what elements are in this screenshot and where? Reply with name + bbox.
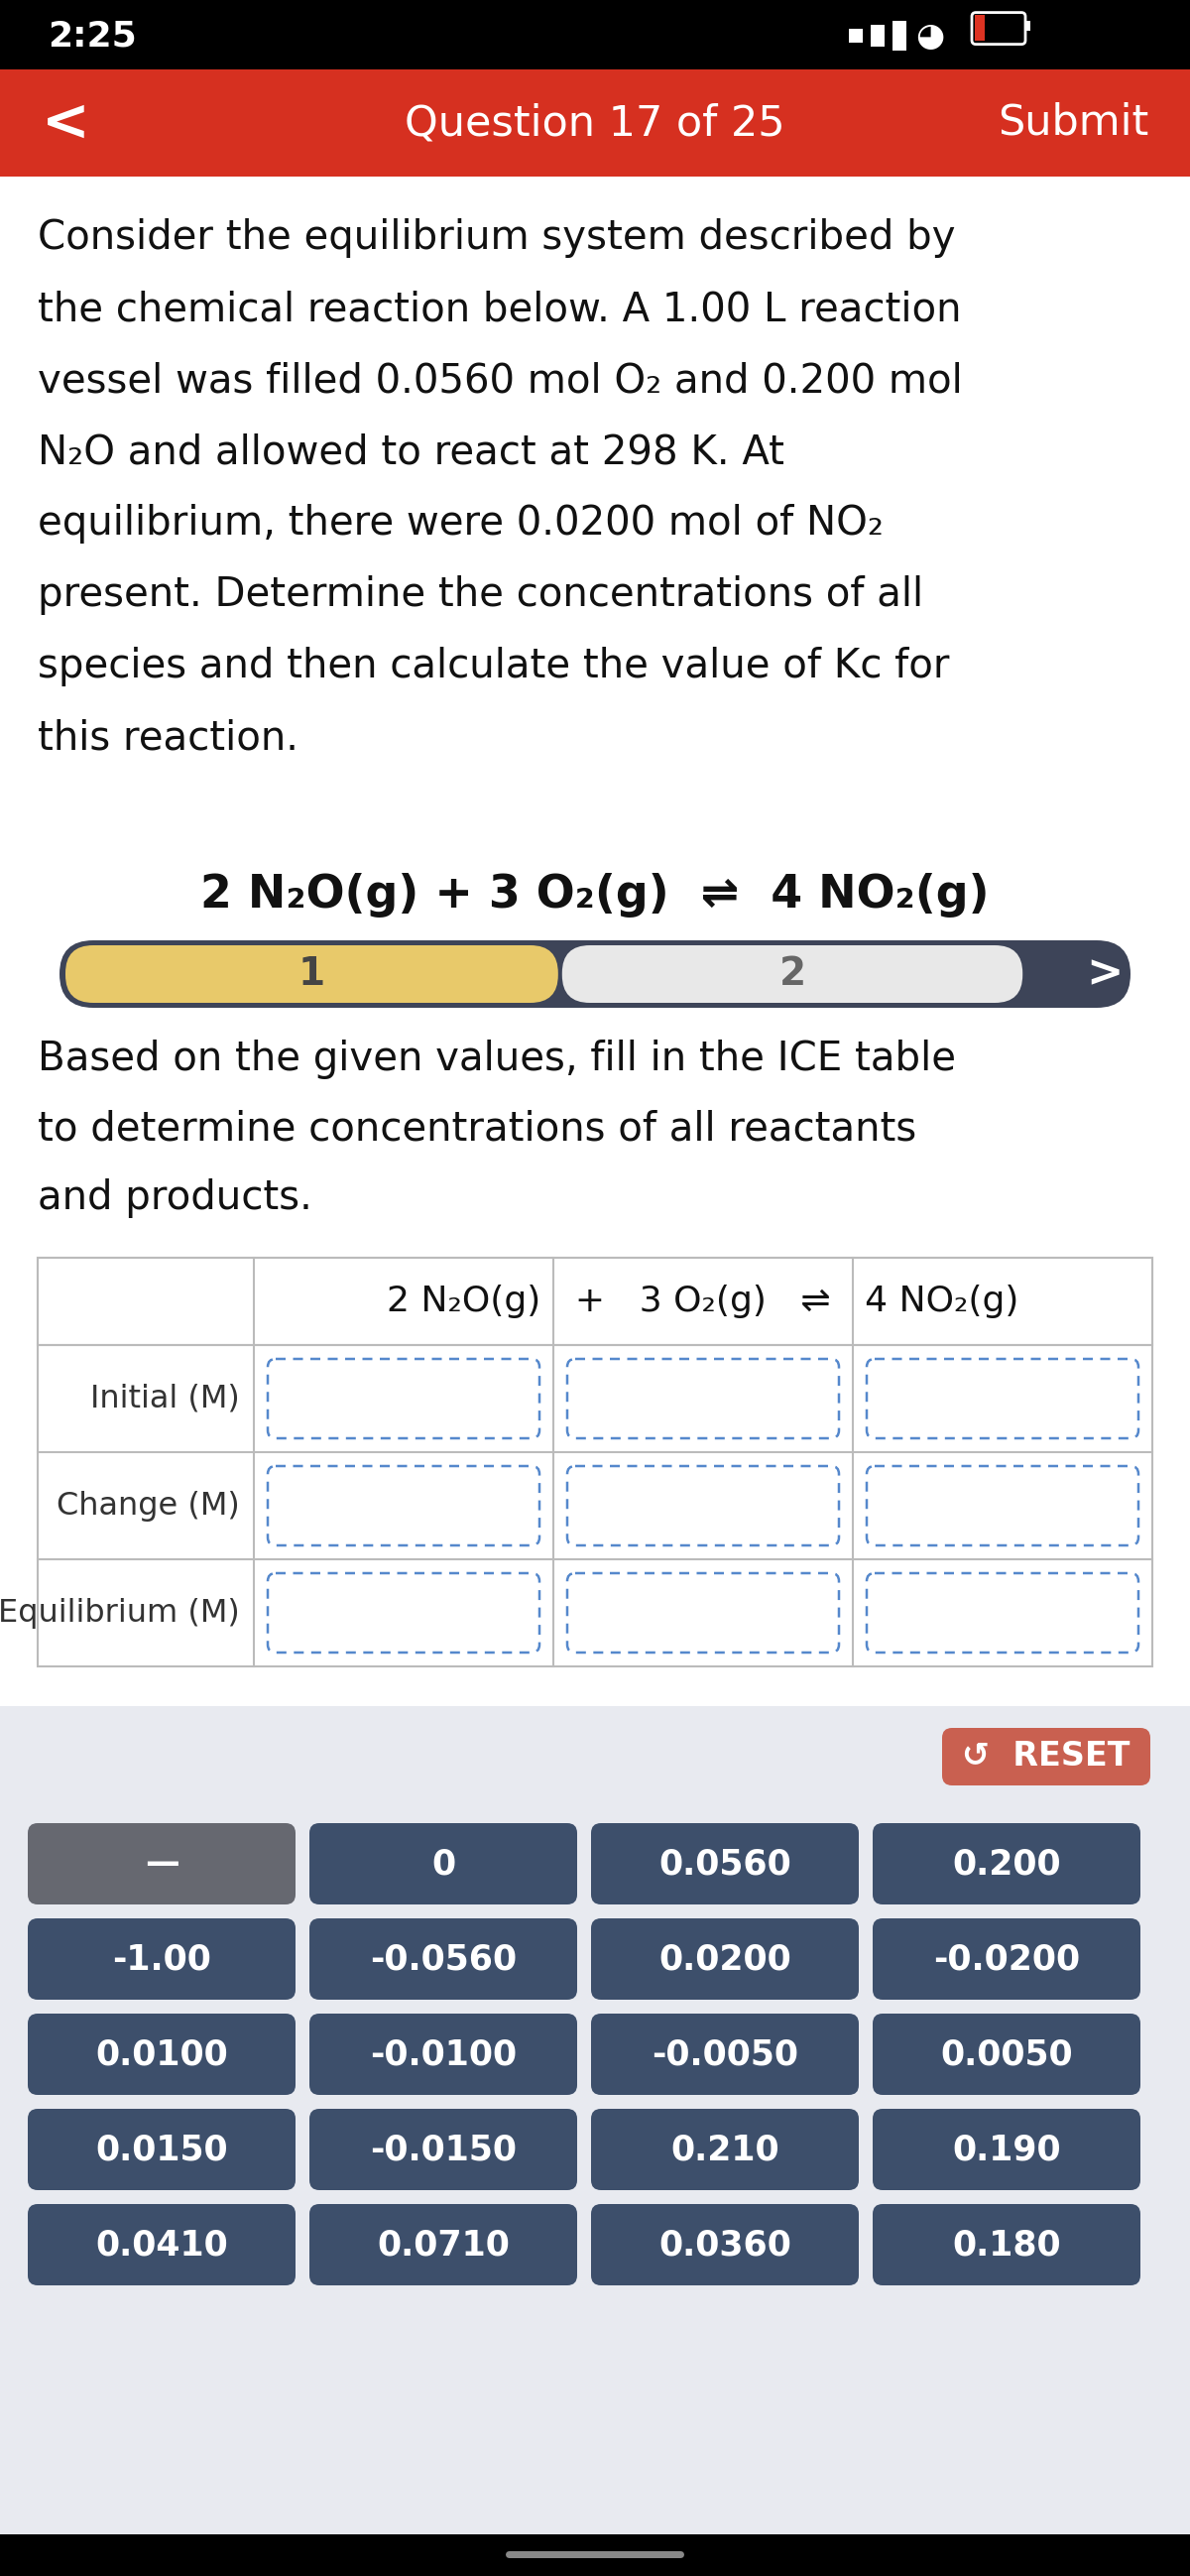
- Text: this reaction.: this reaction.: [38, 719, 299, 757]
- Bar: [1026, 21, 1031, 31]
- FancyBboxPatch shape: [27, 1824, 295, 1904]
- FancyBboxPatch shape: [591, 1824, 859, 1904]
- FancyBboxPatch shape: [309, 2205, 577, 2285]
- Text: vessel was filled 0.0560 mol O₂ and 0.200 mol: vessel was filled 0.0560 mol O₂ and 0.20…: [38, 361, 963, 402]
- Text: ↺  RESET: ↺ RESET: [963, 1741, 1130, 1772]
- Text: 2:25: 2:25: [48, 18, 137, 54]
- FancyBboxPatch shape: [591, 1919, 859, 1999]
- Text: Consider the equilibrium system described by: Consider the equilibrium system describe…: [38, 219, 956, 258]
- Text: 1: 1: [299, 956, 325, 992]
- FancyBboxPatch shape: [866, 1466, 1139, 1546]
- Bar: [0, 0, 1190, 70]
- FancyBboxPatch shape: [309, 1824, 577, 1904]
- FancyBboxPatch shape: [591, 2205, 859, 2285]
- Text: 0.0710: 0.0710: [377, 2228, 509, 2262]
- FancyBboxPatch shape: [506, 2550, 684, 2558]
- Text: 0.0560: 0.0560: [658, 1847, 791, 1880]
- FancyBboxPatch shape: [872, 1824, 1140, 1904]
- Bar: [38, 1257, 1152, 1667]
- FancyBboxPatch shape: [591, 2014, 859, 2094]
- Bar: [892, 21, 907, 52]
- FancyBboxPatch shape: [591, 2110, 859, 2190]
- FancyBboxPatch shape: [27, 1919, 295, 1999]
- Text: -0.0100: -0.0100: [370, 2038, 516, 2071]
- FancyBboxPatch shape: [309, 2110, 577, 2190]
- Bar: [0, 70, 1190, 178]
- FancyBboxPatch shape: [27, 2110, 295, 2190]
- FancyBboxPatch shape: [866, 1360, 1139, 1437]
- Bar: [0, 2535, 1190, 2576]
- FancyBboxPatch shape: [942, 1728, 1151, 1785]
- Text: -0.0050: -0.0050: [652, 2038, 798, 2071]
- FancyBboxPatch shape: [872, 2110, 1140, 2190]
- FancyBboxPatch shape: [65, 945, 558, 1002]
- Text: and products.: and products.: [38, 1177, 312, 1218]
- Text: 2: 2: [779, 956, 806, 992]
- Text: equilibrium, there were 0.0200 mol of NO₂: equilibrium, there were 0.0200 mol of NO…: [38, 505, 883, 544]
- FancyBboxPatch shape: [562, 945, 1022, 1002]
- FancyBboxPatch shape: [872, 2014, 1140, 2094]
- Bar: [848, 28, 863, 44]
- Text: 0.0360: 0.0360: [658, 2228, 791, 2262]
- Bar: [0, 1705, 1190, 2576]
- Text: present. Determine the concentrations of all: present. Determine the concentrations of…: [38, 574, 923, 616]
- FancyBboxPatch shape: [268, 1574, 539, 1654]
- Text: Submit: Submit: [997, 103, 1148, 144]
- Text: -0.0150: -0.0150: [370, 2133, 516, 2166]
- Text: Change (M): Change (M): [57, 1492, 240, 1520]
- Text: 0.0410: 0.0410: [95, 2228, 228, 2262]
- Bar: [975, 15, 985, 41]
- Text: 0.0100: 0.0100: [95, 2038, 228, 2071]
- Text: 0.0150: 0.0150: [95, 2133, 228, 2166]
- Text: 0.210: 0.210: [670, 2133, 779, 2166]
- Text: 0: 0: [431, 1847, 456, 1880]
- FancyBboxPatch shape: [309, 2014, 577, 2094]
- Text: 0.180: 0.180: [952, 2228, 1061, 2262]
- FancyBboxPatch shape: [60, 940, 1130, 1007]
- Text: 0.190: 0.190: [952, 2133, 1061, 2166]
- Text: <: <: [42, 95, 90, 152]
- Bar: [871, 26, 884, 46]
- Text: species and then calculate the value of Kc for: species and then calculate the value of …: [38, 647, 950, 685]
- Bar: [38, 1257, 1152, 1345]
- Text: —: —: [144, 1847, 178, 1880]
- FancyBboxPatch shape: [866, 1574, 1139, 1654]
- FancyBboxPatch shape: [568, 1360, 839, 1437]
- Text: 2 N₂O(g)   +   3 O₂(g)   ⇌   4 NO₂(g): 2 N₂O(g) + 3 O₂(g) ⇌ 4 NO₂(g): [387, 1285, 1019, 1319]
- Text: Initial (M): Initial (M): [90, 1383, 240, 1414]
- FancyBboxPatch shape: [268, 1466, 539, 1546]
- FancyBboxPatch shape: [27, 2205, 295, 2285]
- Text: to determine concentrations of all reactants: to determine concentrations of all react…: [38, 1108, 916, 1149]
- Text: >: >: [1086, 953, 1123, 994]
- FancyBboxPatch shape: [872, 1919, 1140, 1999]
- Text: the chemical reaction below. A 1.00 L reaction: the chemical reaction below. A 1.00 L re…: [38, 289, 962, 330]
- Text: ◕: ◕: [916, 21, 945, 52]
- Text: Equilibrium (M): Equilibrium (M): [0, 1597, 240, 1628]
- Text: 2 N₂O(g) + 3 O₂(g)  ⇌  4 NO₂(g): 2 N₂O(g) + 3 O₂(g) ⇌ 4 NO₂(g): [200, 873, 990, 917]
- Text: 0.200: 0.200: [952, 1847, 1061, 1880]
- FancyBboxPatch shape: [872, 2205, 1140, 2285]
- FancyBboxPatch shape: [568, 1466, 839, 1546]
- Text: -0.0200: -0.0200: [933, 1942, 1081, 1976]
- FancyBboxPatch shape: [309, 1919, 577, 1999]
- Text: 0.0200: 0.0200: [658, 1942, 791, 1976]
- Text: N₂O and allowed to react at 298 K. At: N₂O and allowed to react at 298 K. At: [38, 433, 784, 471]
- Text: 0.0050: 0.0050: [940, 2038, 1073, 2071]
- FancyBboxPatch shape: [27, 2014, 295, 2094]
- Text: -1.00: -1.00: [112, 1942, 211, 1976]
- Bar: [0, 178, 1190, 1705]
- Text: Based on the given values, fill in the ICE table: Based on the given values, fill in the I…: [38, 1041, 956, 1079]
- FancyBboxPatch shape: [268, 1360, 539, 1437]
- Text: Question 17 of 25: Question 17 of 25: [405, 103, 785, 144]
- Text: -0.0560: -0.0560: [370, 1942, 516, 1976]
- FancyBboxPatch shape: [568, 1574, 839, 1654]
